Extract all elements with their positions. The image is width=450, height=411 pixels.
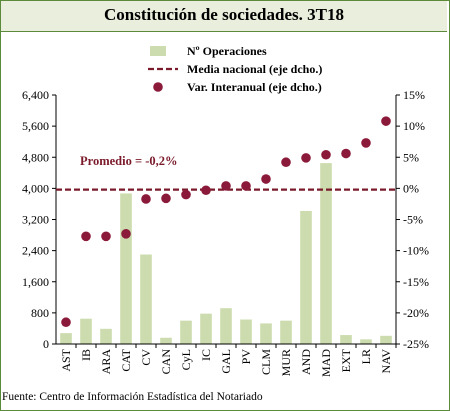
x-tick-label: PV (239, 349, 253, 365)
bar-mad (320, 163, 332, 344)
x-tick-label: CyL (179, 349, 193, 370)
x-tick-label: ARA (99, 349, 113, 375)
left-tick-label: 800 (31, 306, 49, 320)
point-nav (381, 116, 391, 126)
legend-line-label: Media nacional (eje dcho.) (187, 62, 322, 76)
chart-title: Constitución de sociedades. 3T18 (104, 5, 344, 24)
right-tick-label: 10% (403, 119, 425, 133)
left-tick-label: 4,800 (22, 150, 49, 164)
right-tick-label: -5% (403, 213, 423, 227)
x-tick-label: CAT (119, 348, 133, 371)
bar-pv (240, 319, 252, 344)
x-tick-label: MUR (279, 349, 293, 376)
point-ara (101, 231, 111, 242)
legend-dot-swatch (153, 82, 163, 92)
point-mur (281, 157, 291, 168)
average-annotation: Promedio = -0,2% (80, 154, 178, 168)
bar-ast (60, 333, 72, 344)
bar-ic (200, 313, 212, 344)
x-tick-label: CLM (259, 349, 273, 375)
x-tick-label: LR (359, 349, 373, 364)
point-clm (261, 174, 271, 184)
x-tick-label: AST (59, 348, 73, 371)
right-tick-label: -20% (403, 306, 429, 320)
x-tick-label: IC (199, 349, 213, 361)
left-tick-label: 4,000 (22, 181, 49, 195)
bar-cv (140, 254, 152, 344)
bar-gal (220, 308, 232, 344)
x-tick-label: NAV (379, 349, 393, 374)
bar-ext (340, 335, 352, 344)
right-tick-label: 15% (403, 88, 425, 102)
x-tick-label: GAL (219, 349, 233, 374)
right-tick-label: 0% (403, 181, 419, 195)
legend-bar-swatch (150, 46, 166, 56)
point-cyl (181, 189, 191, 200)
x-tick-label: AND (299, 349, 313, 375)
left-tick-label: 5,600 (22, 119, 49, 133)
legend-dot-label: Var. Interanual (eje dcho.) (187, 80, 322, 94)
x-tick-label: IB (79, 349, 93, 361)
bar-ib (80, 318, 92, 344)
title-band: Constitución de sociedades. 3T18 (1, 1, 447, 32)
point-and (301, 153, 311, 163)
bar-lr (360, 339, 372, 344)
point-ic (201, 185, 211, 196)
bar-mur (280, 320, 292, 344)
point-ext (341, 148, 351, 159)
right-tick-label: -15% (403, 275, 429, 289)
source-footer: Fuente: Centro de Información Estadístic… (2, 391, 263, 403)
point-ast (61, 317, 71, 328)
right-tick-label: -25% (403, 337, 429, 351)
point-pv (241, 181, 251, 191)
bar-clm (260, 323, 272, 344)
point-gal (221, 181, 231, 191)
point-mad (321, 149, 331, 160)
bar-nav (380, 335, 392, 344)
x-tick-label: MAD (319, 349, 333, 377)
x-tick-label: CAN (159, 349, 173, 375)
left-tick-label: 1,600 (22, 275, 49, 289)
bar-can (160, 337, 172, 344)
bar-cat (120, 193, 132, 344)
left-tick-label: 2,400 (22, 244, 49, 258)
point-ib (81, 231, 91, 242)
legend-bar-label: Nº Operaciones (187, 44, 267, 58)
point-lr (361, 138, 371, 148)
point-cv (141, 194, 151, 204)
point-cat (121, 229, 131, 239)
left-tick-label: 0 (43, 337, 49, 351)
point-can (161, 193, 171, 204)
bar-ara (100, 328, 112, 344)
x-tick-label: CV (139, 349, 153, 366)
left-tick-label: 3,200 (22, 213, 49, 227)
right-tick-label: 5% (403, 150, 419, 164)
right-tick-label: -10% (403, 244, 429, 258)
x-tick-label: EXT (339, 348, 353, 372)
bar-cyl (180, 320, 192, 344)
bar-and (300, 210, 312, 344)
left-tick-label: 6,400 (22, 88, 49, 102)
